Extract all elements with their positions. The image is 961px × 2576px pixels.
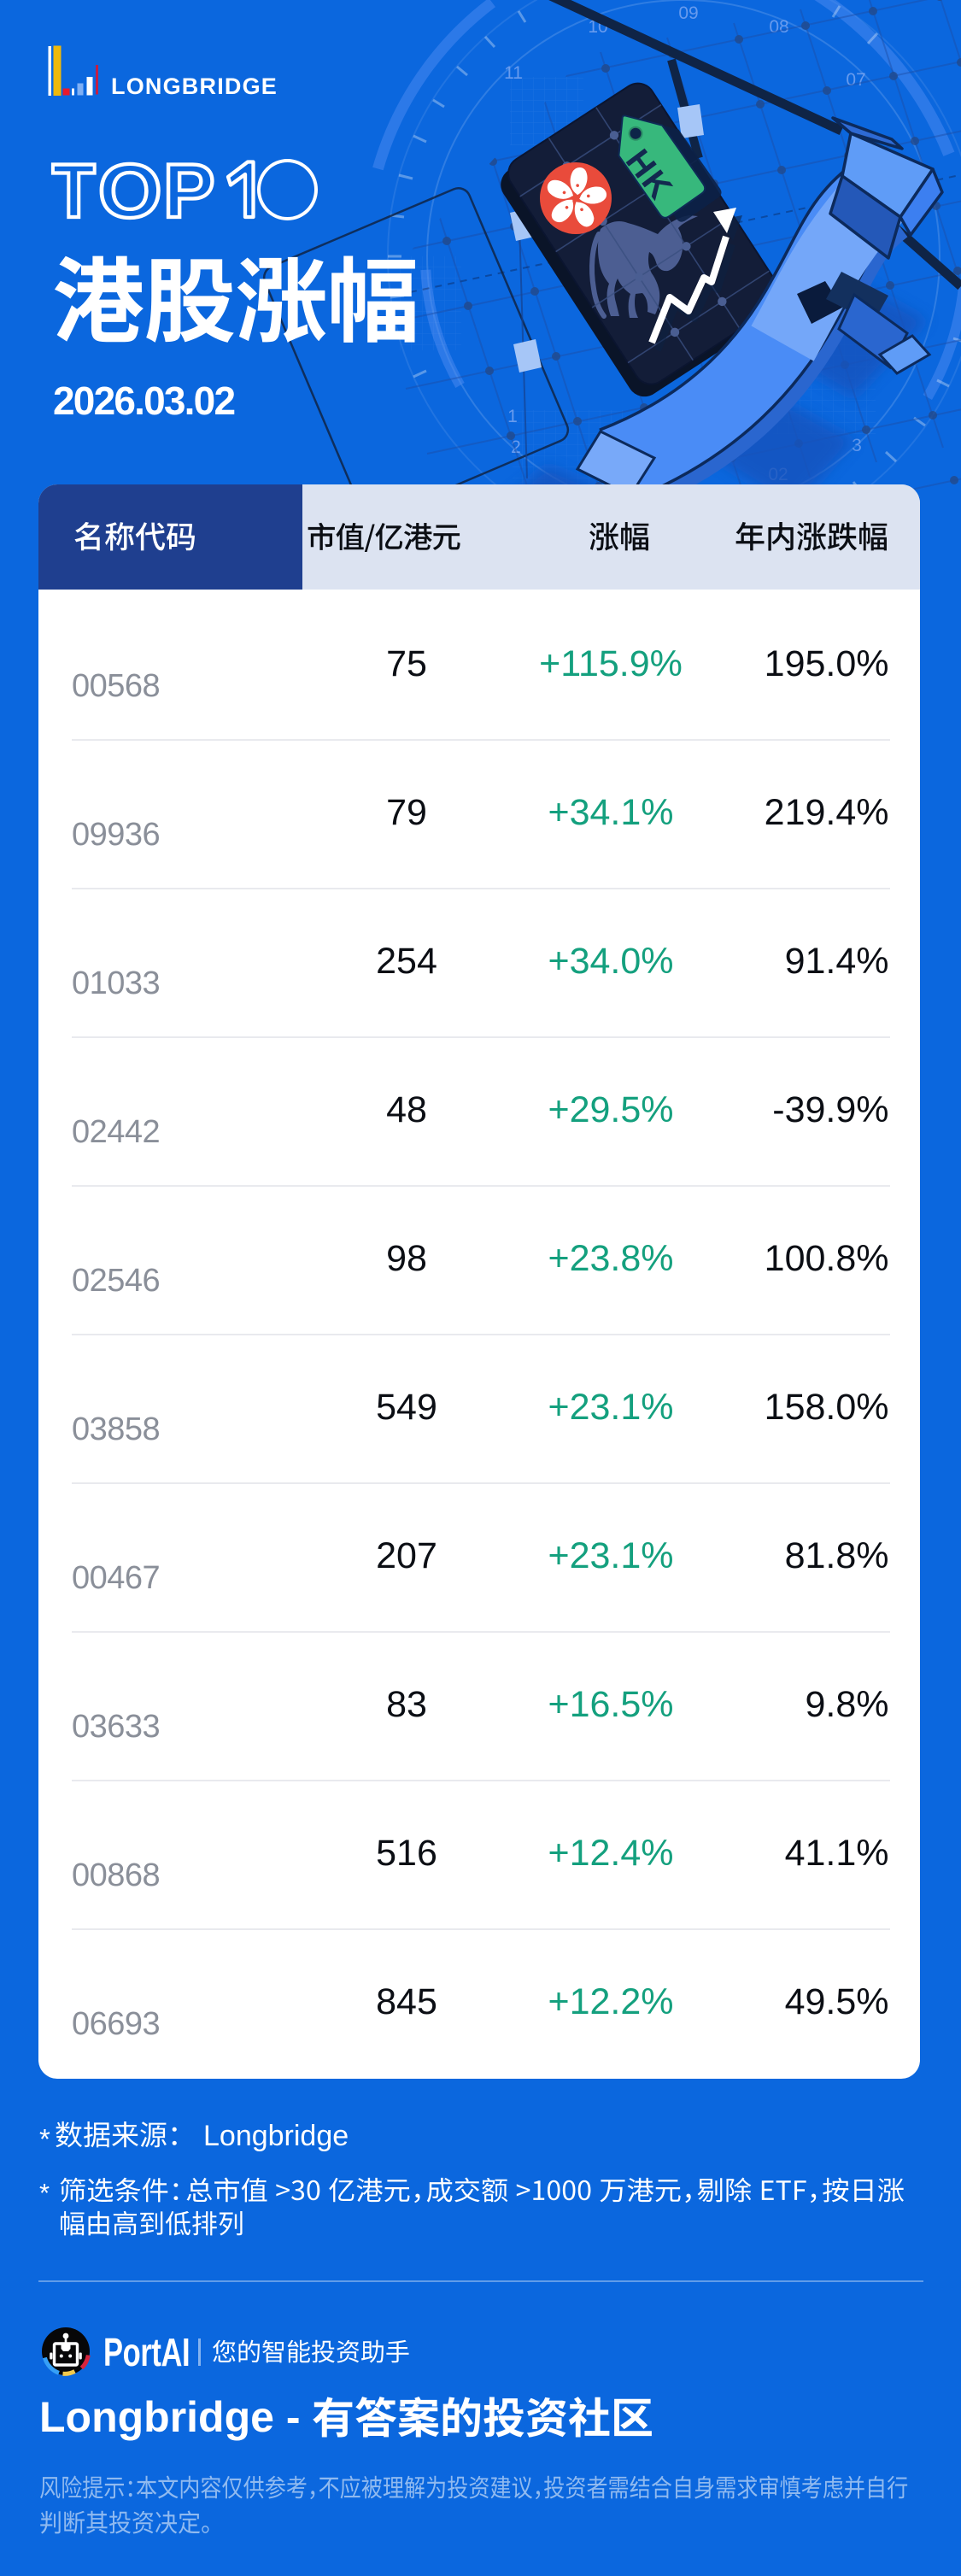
svg-text:09: 09 <box>678 3 698 23</box>
svg-text:3: 3 <box>852 436 862 455</box>
svg-text:08: 08 <box>769 17 788 37</box>
svg-text:07: 07 <box>846 70 865 90</box>
